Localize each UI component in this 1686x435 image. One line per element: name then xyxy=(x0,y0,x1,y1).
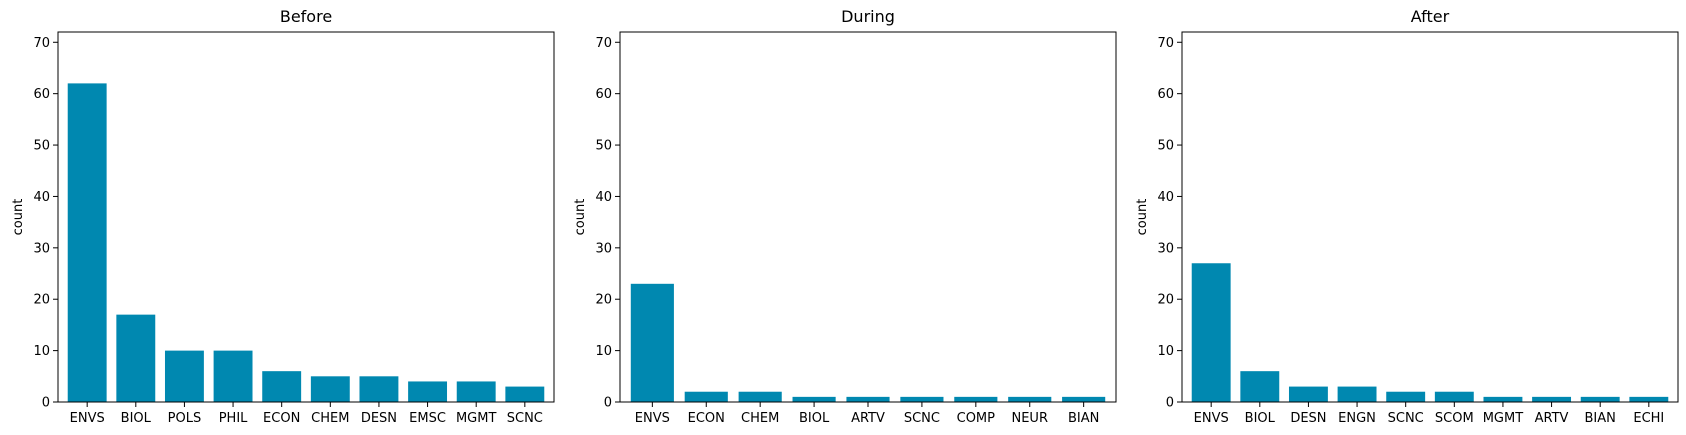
y-tick-label: 20 xyxy=(33,293,50,308)
x-tick-label: BIOL xyxy=(1245,411,1276,426)
x-tick-label: POLS xyxy=(168,411,202,426)
x-tick-label: ECON xyxy=(688,411,725,426)
y-axis-label: count xyxy=(1135,199,1150,236)
y-tick-label: 30 xyxy=(595,241,612,256)
x-tick-label: COMP xyxy=(957,411,996,426)
x-tick-label: EMSC xyxy=(409,411,446,426)
chart-title: Before xyxy=(280,7,332,26)
bar-chem xyxy=(738,391,782,402)
y-tick-label: 0 xyxy=(604,396,612,411)
x-tick-label: ECHI xyxy=(1633,411,1664,426)
y-tick-label: 30 xyxy=(33,241,50,256)
y-tick-label: 40 xyxy=(595,190,612,205)
chart-title: During xyxy=(841,7,895,26)
x-tick-label: ARTV xyxy=(851,411,885,426)
x-tick-label: ARTV xyxy=(1535,411,1569,426)
x-tick-label: CHEM xyxy=(311,411,349,426)
y-tick-label: 10 xyxy=(1157,344,1174,359)
y-tick-label: 60 xyxy=(1157,87,1174,102)
bar-scom xyxy=(1434,391,1474,402)
y-tick-label: 40 xyxy=(1157,190,1174,205)
bar-econ xyxy=(684,391,728,402)
x-tick-label: SCNC xyxy=(904,411,940,426)
y-tick-label: 60 xyxy=(33,87,50,102)
x-tick-label: BIAN xyxy=(1068,411,1099,426)
panel-during: During count 0 10 20 30 40 50 60 70 ENVS ECON CHEM BI… xyxy=(573,7,1117,426)
plot-frame xyxy=(1181,31,1679,403)
y-tick-label: 30 xyxy=(1157,241,1174,256)
bar-artv xyxy=(846,396,890,402)
x-tick-label: ENVS xyxy=(70,411,105,426)
x-tick-label: SCNC xyxy=(1388,411,1424,426)
bar-desn xyxy=(359,376,399,402)
bar-biol xyxy=(1240,371,1280,402)
bar-envs xyxy=(1191,263,1231,402)
bar-artv xyxy=(1532,396,1572,402)
bar-comp xyxy=(954,396,998,402)
y-tick-label: 70 xyxy=(1157,36,1174,51)
bar-bian xyxy=(1062,396,1106,402)
bar-desn xyxy=(1288,386,1328,402)
y-tick-label: 10 xyxy=(595,344,612,359)
bar-scnc xyxy=(900,396,944,402)
x-tick-label: NEUR xyxy=(1011,411,1048,426)
y-tick-label: 0 xyxy=(42,396,50,411)
x-tick-label: BIOL xyxy=(799,411,830,426)
x-tick-label: ENGN xyxy=(1338,411,1376,426)
x-tick-label: SCNC xyxy=(507,411,543,426)
bar-scnc xyxy=(505,386,545,402)
x-tick-label: MGMT xyxy=(1483,411,1524,426)
chart-title: After xyxy=(1411,7,1450,26)
y-tick-label: 60 xyxy=(595,87,612,102)
bar-mgmt xyxy=(1483,396,1523,402)
x-tick-label: DESN xyxy=(1290,411,1326,426)
x-tick-label: PHIL xyxy=(219,411,248,426)
bar-chem xyxy=(310,376,350,402)
bar-econ xyxy=(262,371,302,402)
panel-before: Before count 0 10 20 30 40 50 60 70 ENVS BIOL POLS PH… xyxy=(11,7,555,426)
y-tick-label: 70 xyxy=(33,36,50,51)
bar-pols xyxy=(164,350,204,402)
bar-biol xyxy=(116,314,156,402)
bar-bian xyxy=(1580,396,1620,402)
y-tick-label: 10 xyxy=(33,344,50,359)
y-tick-label: 40 xyxy=(33,190,50,205)
y-tick-label: 50 xyxy=(595,139,612,154)
bar-echi xyxy=(1629,396,1669,402)
bar-phil xyxy=(213,350,253,402)
x-tick-label: MGMT xyxy=(456,411,497,426)
bar-emsc xyxy=(408,381,448,402)
bar-mgmt xyxy=(456,381,496,402)
x-tick-label: ECON xyxy=(263,411,300,426)
x-tick-label: ENVS xyxy=(635,411,670,426)
bar-envs xyxy=(630,283,674,402)
x-tick-label: DESN xyxy=(361,411,397,426)
y-axis-label: count xyxy=(573,199,588,236)
plot-frame xyxy=(57,31,555,403)
y-tick-label: 20 xyxy=(1157,293,1174,308)
y-tick-label: 50 xyxy=(33,139,50,154)
bar-biol xyxy=(792,396,836,402)
x-tick-label: BIAN xyxy=(1585,411,1616,426)
y-axis-label: count xyxy=(11,199,26,236)
x-tick-label: BIOL xyxy=(121,411,152,426)
bar-scnc xyxy=(1386,391,1426,402)
bar-neur xyxy=(1008,396,1052,402)
y-tick-label: 0 xyxy=(1166,396,1174,411)
y-tick-label: 20 xyxy=(595,293,612,308)
x-tick-label: SCOM xyxy=(1435,411,1474,426)
y-tick-label: 50 xyxy=(1157,139,1174,154)
bar-envs xyxy=(67,83,107,402)
x-tick-label: ENVS xyxy=(1194,411,1229,426)
panel-after: After count 0 10 20 30 40 50 60 70 ENVS BIOL DESN ENG… xyxy=(1135,7,1679,426)
y-tick-label: 70 xyxy=(595,36,612,51)
bar-engn xyxy=(1337,386,1377,402)
x-tick-label: CHEM xyxy=(741,411,779,426)
plot-frame xyxy=(619,31,1117,403)
